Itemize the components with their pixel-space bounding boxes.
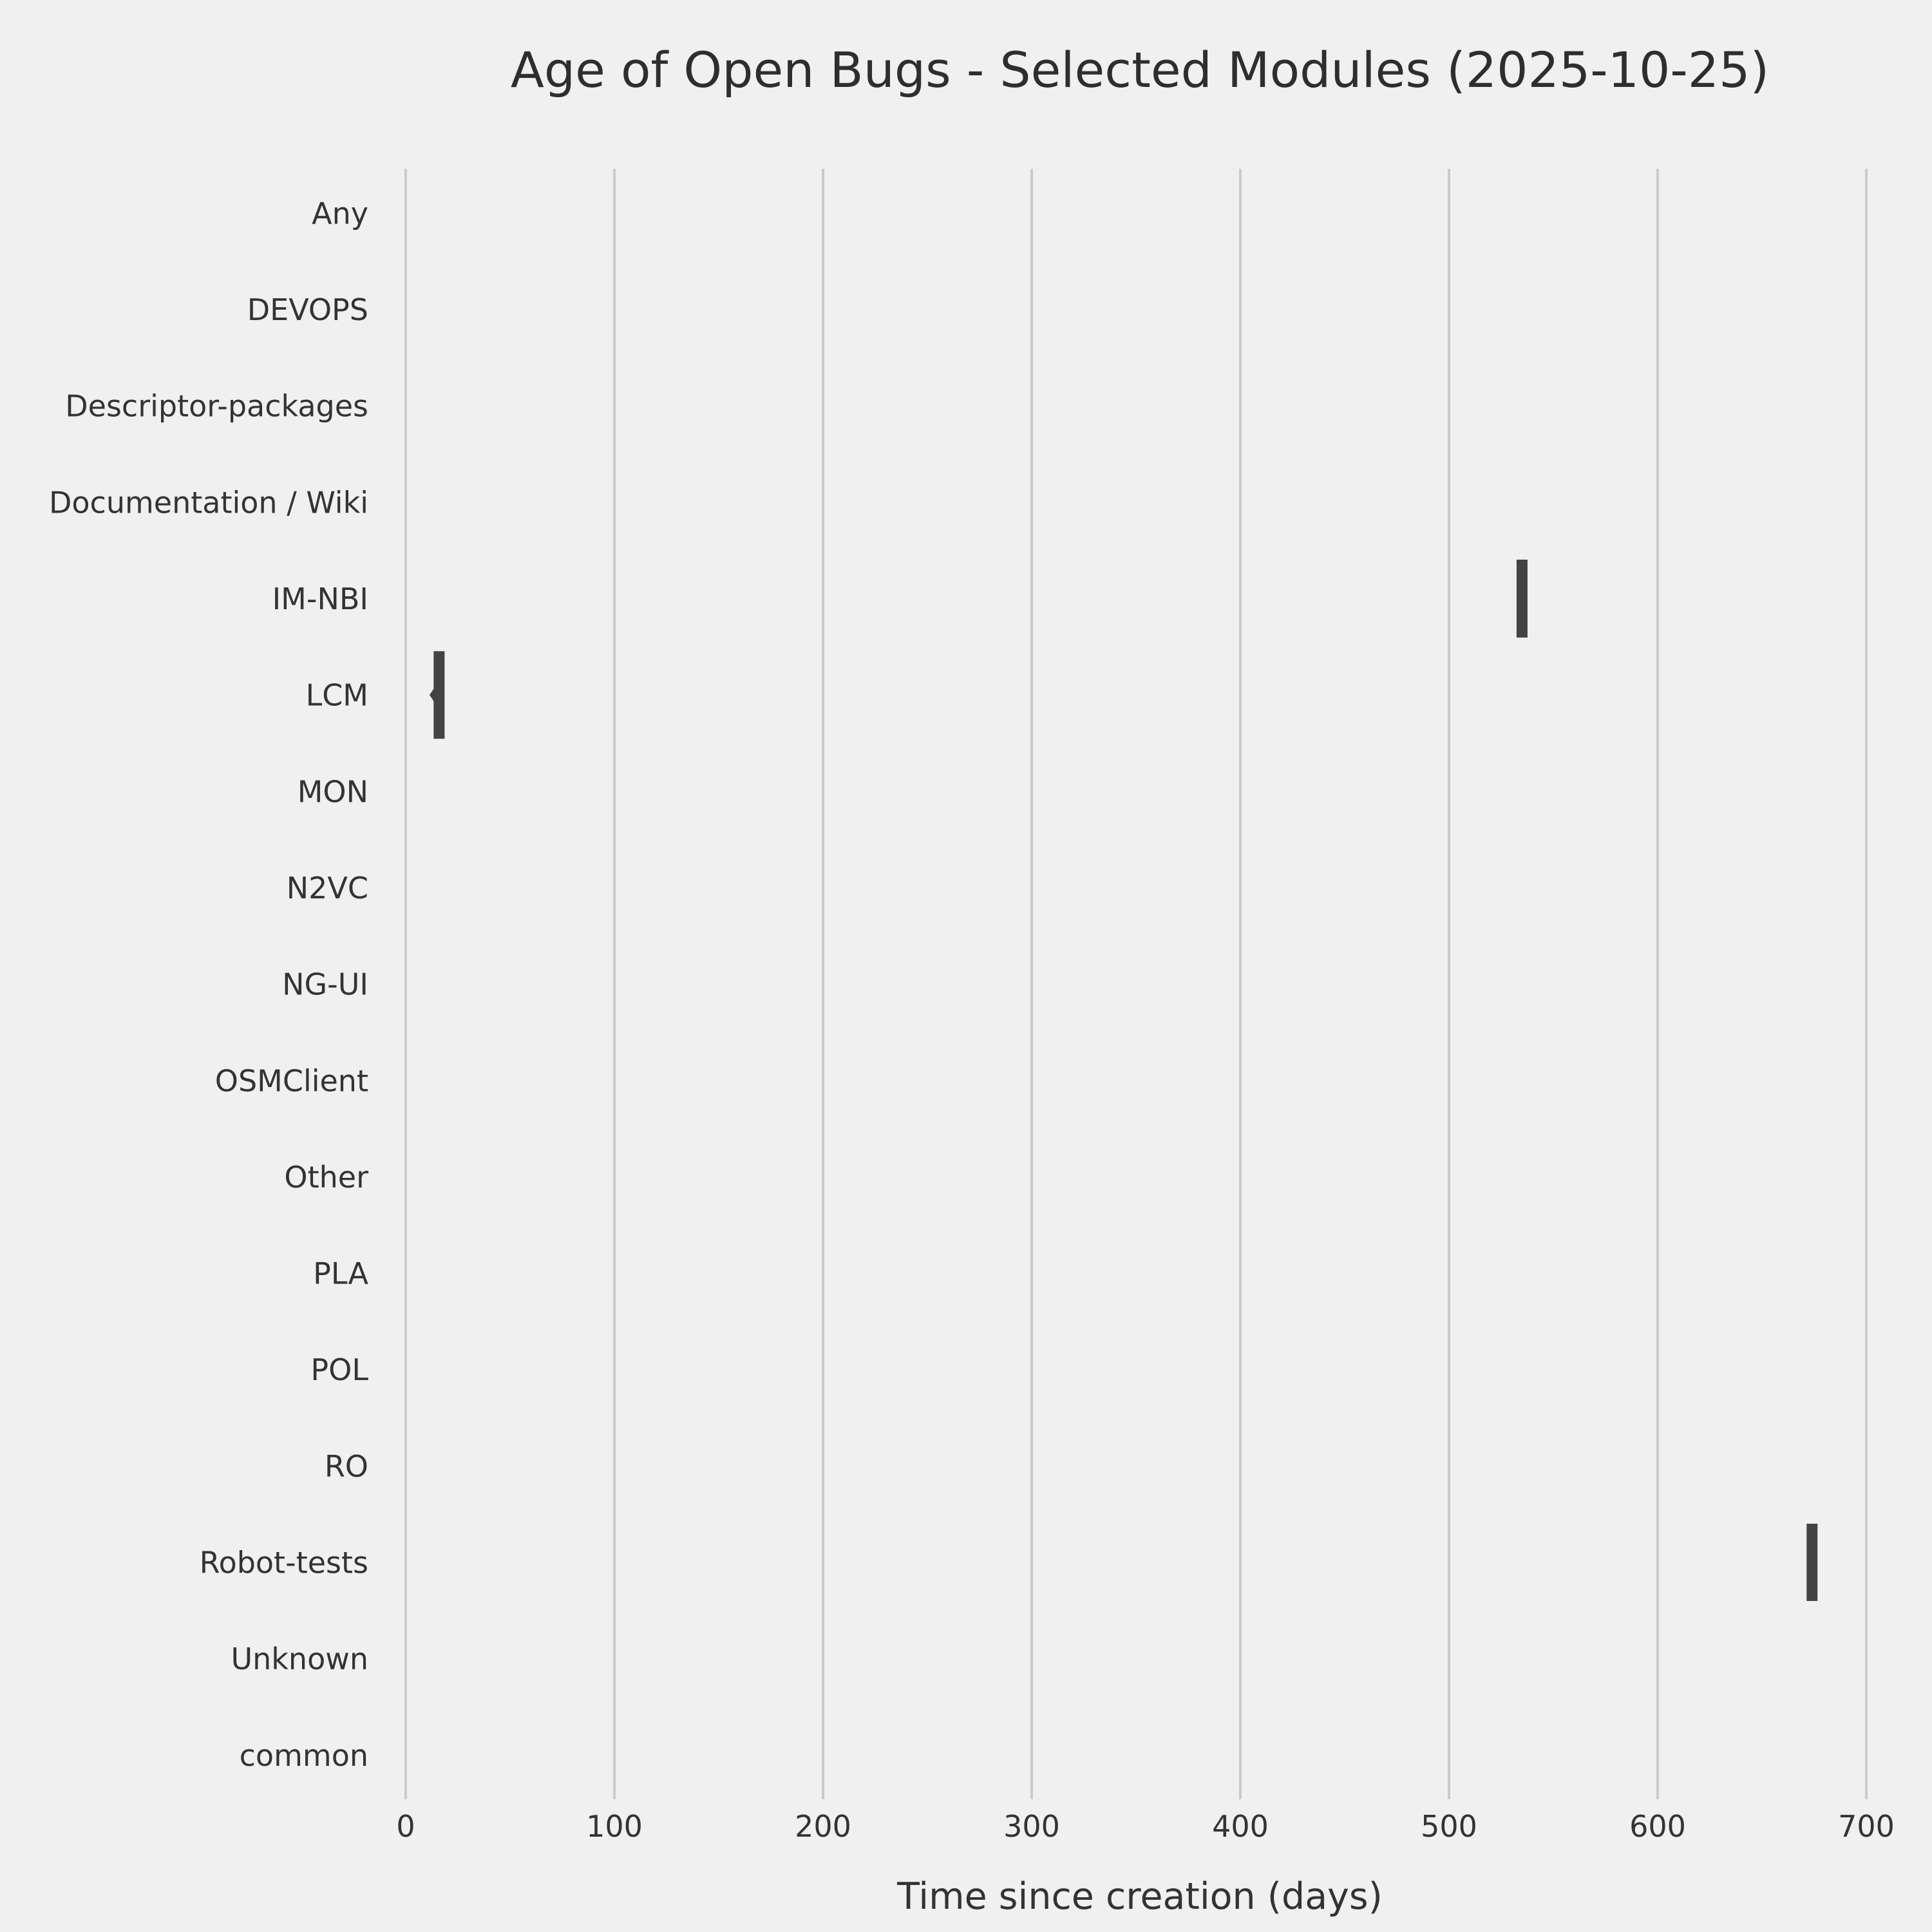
category-label-pol: POL [310,1352,368,1387]
y-axis-category-labels: Any DEVOPS Descriptor-packages Documentatio… [49,196,369,1772]
category-label-ro: RO [325,1449,368,1484]
x-tick-label-0: 0 [396,1809,415,1844]
category-label-n2vc: N2VC [287,871,368,905]
violin-bar-lcm [433,651,445,739]
x-axis-tick-labels: 0 100 200 300 400 500 600 700 [396,1809,1895,1844]
violin-bar-robot-tests [1806,1524,1818,1601]
x-axis-label: Time since creation (days) [896,1875,1383,1918]
category-label-other: Other [284,1160,368,1195]
category-label-lcm: LCM [306,678,368,713]
x-tick-label-400: 400 [1212,1809,1269,1844]
category-label-osmclient: OSMClient [215,1063,368,1098]
x-tick-label-300: 300 [1003,1809,1060,1844]
category-label-devops: DEVOPS [247,292,368,327]
category-label-robot-tests: Robot-tests [200,1546,368,1580]
category-label-im-nbi: IM-NBI [272,582,368,616]
chart-title: Age of Open Bugs - Selected Modules (202… [511,41,1769,99]
violin-marks [429,560,1818,1601]
gridlines [404,169,1868,1799]
category-label-unknown: Unknown [231,1642,368,1676]
x-tick-label-500: 500 [1421,1809,1477,1844]
x-tick-label-600: 600 [1629,1809,1686,1844]
category-label-mon: MON [298,774,368,809]
category-label-ng-ui: NG-UI [282,967,368,1002]
category-label-descriptor-packages: Descriptor-packages [65,389,368,424]
x-tick-label-100: 100 [586,1809,643,1844]
violin-bar-im-nbi [1516,560,1528,638]
category-label-documentation-wiki: Documentation / Wiki [49,485,368,520]
category-label-any: Any [312,196,368,231]
x-tick-label-700: 700 [1838,1809,1895,1844]
x-tick-label-200: 200 [795,1809,851,1844]
category-label-pla: PLA [313,1256,368,1291]
category-label-common: common [240,1738,368,1773]
